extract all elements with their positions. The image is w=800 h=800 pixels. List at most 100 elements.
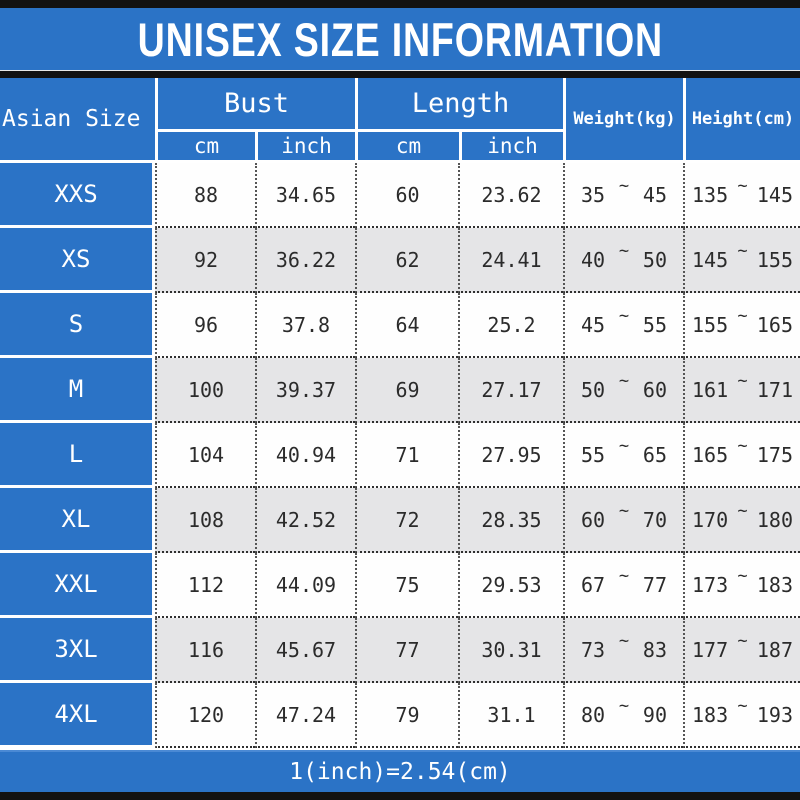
header-length-inch: inch [459, 132, 563, 160]
bust-cm-value: 108 [155, 488, 255, 553]
length-inch-value: 29.53 [458, 553, 563, 618]
length-cm-value: 60 [355, 163, 458, 228]
weight-range: 40 ~50 [563, 228, 683, 293]
length-inch-value: 27.17 [458, 358, 563, 423]
length-cm-value: 75 [355, 553, 458, 618]
bust-cm-value: 116 [155, 618, 255, 683]
height-max: 175 [756, 442, 793, 467]
size-label: M [0, 358, 155, 423]
height-min: 155 [692, 312, 729, 337]
height-range: 135 ~145 [683, 163, 800, 228]
tilde-glyph: ~ [618, 500, 630, 521]
length-cm-value: 64 [355, 293, 458, 358]
weight-range: 35 ~45 [563, 163, 683, 228]
weight-max: 45 [642, 182, 667, 207]
weight-min: 67 [581, 572, 606, 597]
size-label: S [0, 293, 155, 358]
table-row-s: S 96 37.8 64 25.2 45 ~55 155 ~165 [0, 293, 800, 358]
bust-inch-value: 39.37 [255, 358, 355, 423]
header-asian-size: Asian Size [0, 78, 155, 160]
length-cm-value: 71 [355, 423, 458, 488]
title-divider-bar [0, 70, 800, 78]
weight-min: 50 [581, 377, 606, 402]
length-inch-value: 23.62 [458, 163, 563, 228]
bust-inch-value: 45.67 [255, 618, 355, 683]
bust-inch-value: 34.65 [255, 163, 355, 228]
weight-max: 77 [642, 572, 667, 597]
height-min: 177 [692, 637, 729, 662]
height-range: 173 ~183 [683, 553, 800, 618]
weight-min: 80 [581, 702, 606, 727]
weight-range: 45 ~55 [563, 293, 683, 358]
header-bust-units: cm inch [158, 132, 355, 160]
weight-max: 90 [642, 702, 667, 727]
page-title: UNISEX SIZE INFORMATION [137, 12, 663, 66]
height-min: 161 [692, 377, 729, 402]
table-header: Asian Size Bust cm inch Length cm inch W… [0, 78, 800, 160]
bust-cm-value: 96 [155, 293, 255, 358]
length-inch-value: 31.1 [458, 683, 563, 748]
tilde-glyph: ~ [737, 565, 748, 586]
header-group-bust: Bust cm inch [158, 78, 355, 160]
length-inch-value: 30.31 [458, 618, 563, 683]
header-group-length: Length cm inch [358, 78, 563, 160]
weight-max: 50 [642, 247, 667, 272]
tilde-glyph: ~ [737, 630, 748, 651]
bust-cm-value: 100 [155, 358, 255, 423]
bust-cm-value: 104 [155, 423, 255, 488]
size-label: XXS [0, 163, 155, 228]
bust-inch-value: 44.09 [255, 553, 355, 618]
weight-max: 60 [642, 377, 667, 402]
length-inch-value: 28.35 [458, 488, 563, 553]
length-cm-value: 72 [355, 488, 458, 553]
height-range: 177 ~187 [683, 618, 800, 683]
bust-inch-value: 37.8 [255, 293, 355, 358]
size-label: XXL [0, 553, 155, 618]
length-cm-value: 77 [355, 618, 458, 683]
length-cm-value: 79 [355, 683, 458, 748]
table-row-xs: XS 92 36.22 62 24.41 40 ~50 145 ~155 [0, 228, 800, 293]
tilde-glyph: ~ [618, 630, 630, 651]
title-band: UNISEX SIZE INFORMATION [0, 8, 800, 70]
tilde-glyph: ~ [737, 175, 748, 196]
header-bust-cm: cm [193, 134, 220, 158]
size-label: 4XL [0, 683, 155, 748]
height-range: 165 ~175 [683, 423, 800, 488]
weight-min: 60 [581, 507, 606, 532]
height-min: 183 [692, 702, 729, 727]
height-min: 145 [692, 247, 729, 272]
table-row-xxs: XXS 88 34.65 60 23.62 35 ~45 135 ~145 [0, 163, 800, 228]
bust-cm-value: 112 [155, 553, 255, 618]
height-min: 173 [692, 572, 729, 597]
header-weight: Weight(kg) [566, 78, 683, 160]
tilde-glyph: ~ [737, 240, 748, 261]
height-min: 165 [692, 442, 729, 467]
length-inch-value: 25.2 [458, 293, 563, 358]
size-label: XS [0, 228, 155, 293]
height-max: 187 [756, 637, 793, 662]
height-max: 183 [756, 572, 793, 597]
weight-range: 55 ~65 [563, 423, 683, 488]
weight-min: 45 [581, 312, 606, 337]
length-cm-value: 69 [355, 358, 458, 423]
weight-max: 83 [642, 637, 667, 662]
footer-band: 1(inch)=2.54(cm) [0, 750, 800, 792]
top-border-bar [0, 0, 800, 8]
height-range: 170 ~180 [683, 488, 800, 553]
tilde-glyph: ~ [618, 175, 630, 196]
length-cm-value: 62 [355, 228, 458, 293]
height-range: 183 ~193 [683, 683, 800, 748]
table-row-xl: XL 108 42.52 72 28.35 60 ~70 170 ~180 [0, 488, 800, 553]
weight-range: 73 ~83 [563, 618, 683, 683]
header-bust-label: Bust [158, 78, 355, 132]
tilde-glyph: ~ [737, 435, 748, 456]
weight-min: 55 [581, 442, 606, 467]
table-row-m: M 100 39.37 69 27.17 50 ~60 161 ~171 [0, 358, 800, 423]
header-length-label: Length [358, 78, 563, 132]
table-row-4xl: 4XL 120 47.24 79 31.1 80 ~90 183 ~193 [0, 683, 800, 748]
tilde-glyph: ~ [618, 370, 630, 391]
bottom-border-bar [0, 792, 800, 800]
table-row-3xl: 3XL 116 45.67 77 30.31 73 ~83 177 ~187 [0, 618, 800, 683]
weight-range: 50 ~60 [563, 358, 683, 423]
bust-cm-value: 88 [155, 163, 255, 228]
